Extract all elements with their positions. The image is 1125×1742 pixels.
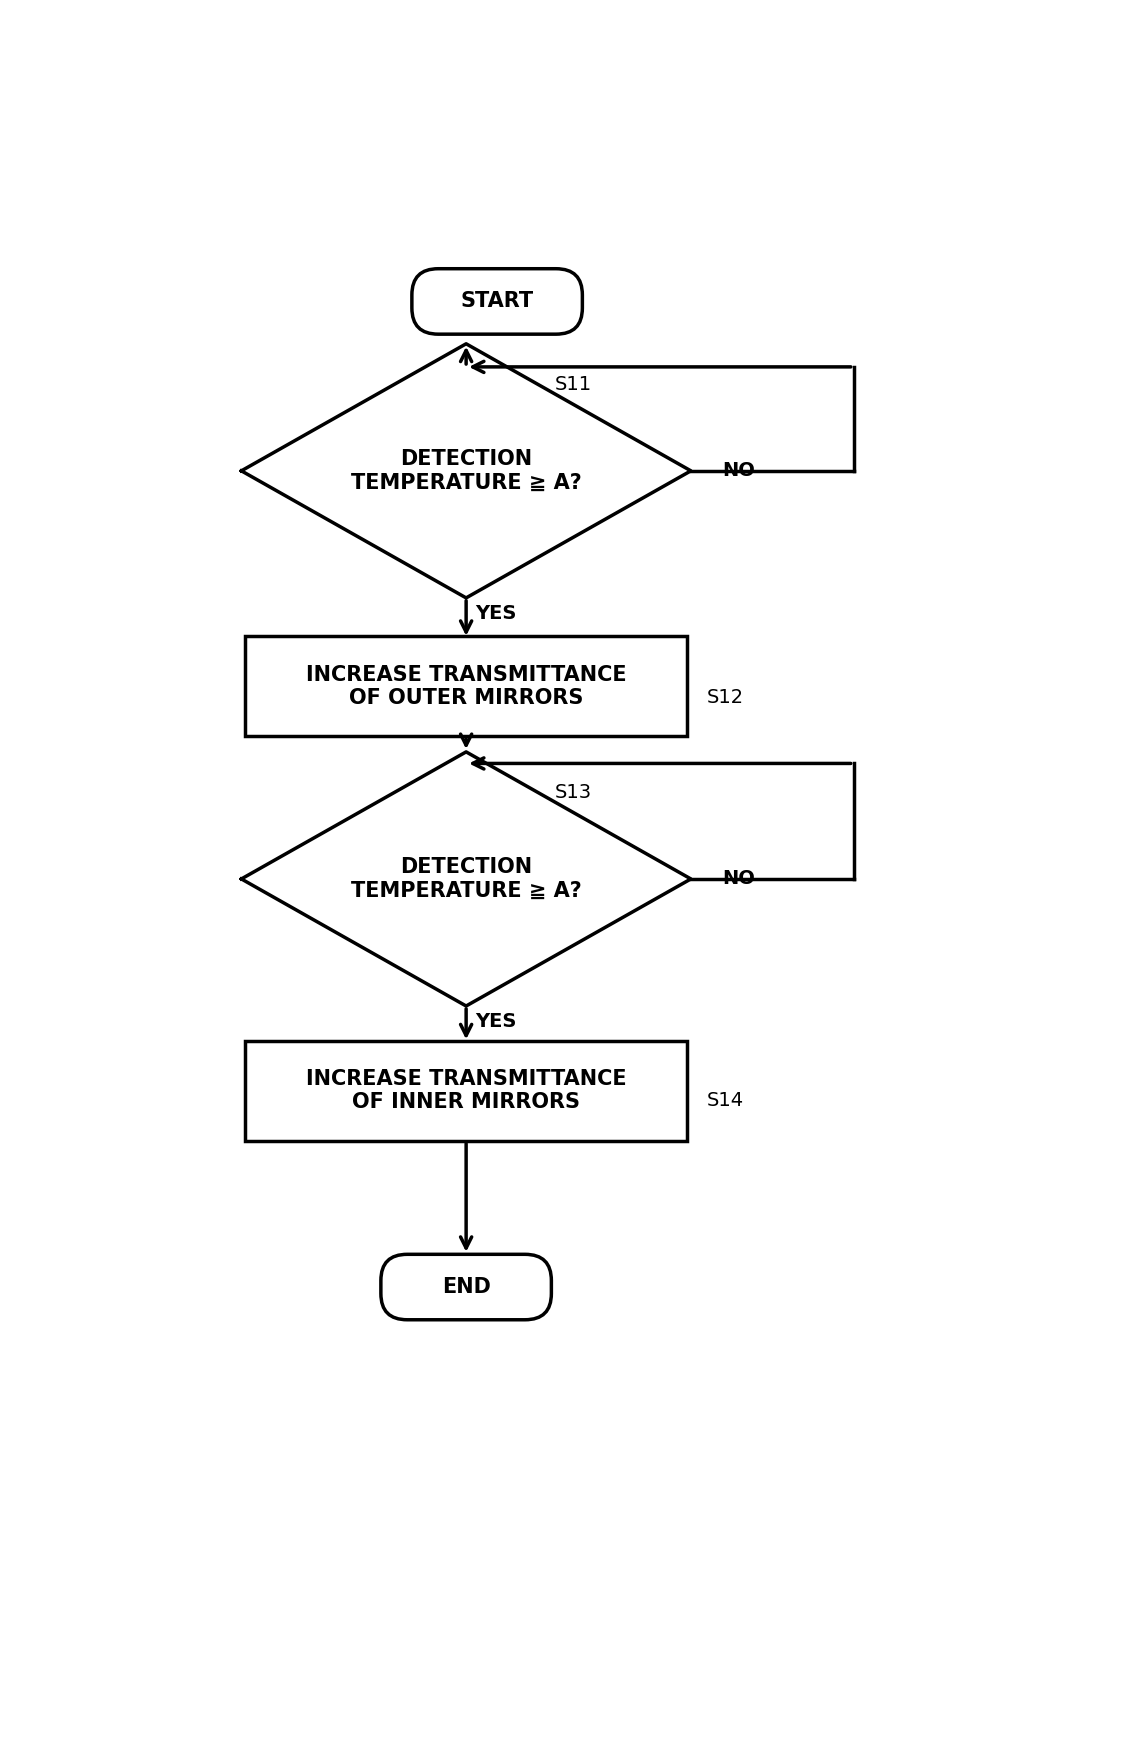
Text: INCREASE TRANSMITTANCE
OF OUTER MIRRORS: INCREASE TRANSMITTANCE OF OUTER MIRRORS xyxy=(306,665,627,707)
Text: NO: NO xyxy=(722,869,755,888)
Text: START: START xyxy=(460,291,533,312)
Bar xyxy=(245,636,687,737)
Text: DETECTION
TEMPERATURE ≧ A?: DETECTION TEMPERATURE ≧ A? xyxy=(351,449,582,493)
Text: YES: YES xyxy=(476,604,516,624)
Text: INCREASE TRANSMITTANCE
OF INNER MIRRORS: INCREASE TRANSMITTANCE OF INNER MIRRORS xyxy=(306,1070,627,1113)
Text: END: END xyxy=(442,1277,490,1298)
Polygon shape xyxy=(242,343,691,598)
Text: DETECTION
TEMPERATURE ≧ A?: DETECTION TEMPERATURE ≧ A? xyxy=(351,857,582,901)
Text: S13: S13 xyxy=(556,782,593,801)
Bar xyxy=(245,1040,687,1141)
Text: YES: YES xyxy=(476,1012,516,1031)
FancyBboxPatch shape xyxy=(412,268,583,334)
Text: NO: NO xyxy=(722,462,755,481)
Text: S14: S14 xyxy=(706,1090,744,1110)
Polygon shape xyxy=(242,753,691,1005)
Text: S11: S11 xyxy=(556,375,593,394)
Text: S12: S12 xyxy=(706,688,744,707)
FancyBboxPatch shape xyxy=(381,1254,551,1320)
